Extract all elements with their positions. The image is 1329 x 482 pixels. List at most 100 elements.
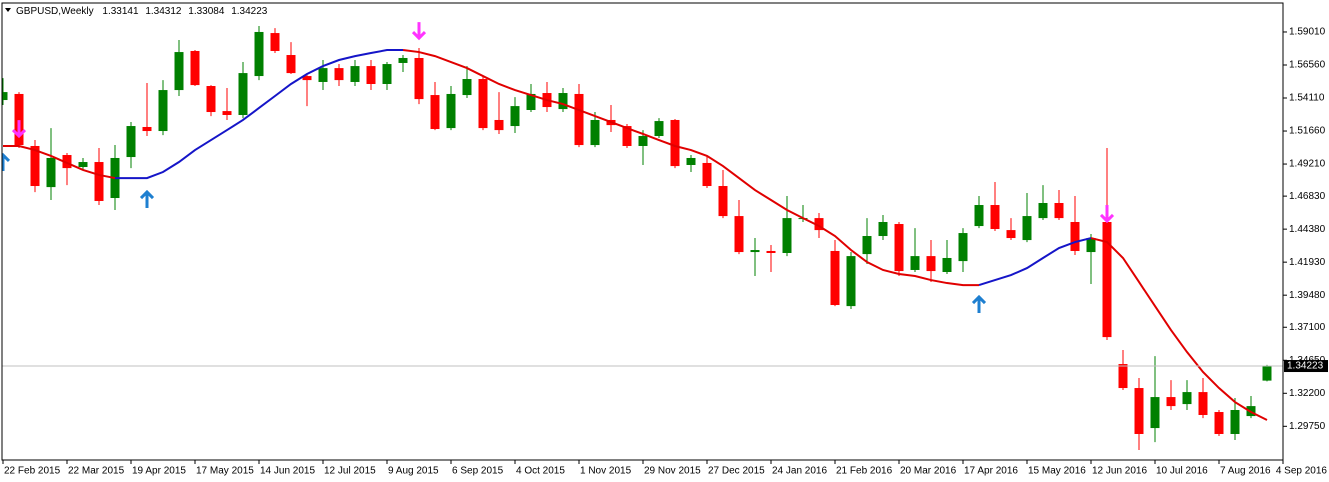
candle-body bbox=[958, 233, 968, 262]
candle-body bbox=[350, 66, 360, 82]
candle-body bbox=[254, 31, 264, 77]
x-tick-label: 17 Apr 2016 bbox=[964, 466, 1018, 477]
sell-arrow bbox=[11, 120, 27, 139]
x-tick-label: 29 Nov 2015 bbox=[644, 466, 701, 477]
candle-body bbox=[750, 250, 760, 253]
candle-body bbox=[238, 73, 248, 115]
candle-body bbox=[878, 221, 888, 237]
y-tick-label: 1.46830 bbox=[1289, 191, 1326, 202]
candle-body bbox=[590, 119, 600, 146]
candle-body bbox=[510, 106, 520, 127]
x-tick-label: 22 Feb 2015 bbox=[4, 466, 61, 477]
candle-body bbox=[1214, 412, 1224, 434]
candle-body bbox=[782, 218, 792, 253]
y-tick-label: 1.32200 bbox=[1289, 388, 1326, 399]
candle-body bbox=[814, 218, 824, 231]
candle-body bbox=[942, 257, 952, 272]
candle-body bbox=[414, 57, 424, 100]
candle-body bbox=[2, 92, 8, 101]
candle-body bbox=[398, 57, 408, 63]
price-label-box bbox=[1284, 360, 1328, 373]
x-tick-label: 10 Jul 2016 bbox=[1156, 466, 1208, 477]
candle-body bbox=[1054, 202, 1064, 219]
candle-body bbox=[1118, 364, 1128, 389]
plot-area bbox=[2, 22, 1283, 451]
candle-body bbox=[1262, 366, 1272, 381]
y-tick-label: 1.59010 bbox=[1289, 27, 1326, 38]
header-low: 1.33084 bbox=[188, 6, 225, 17]
candle-body bbox=[718, 186, 728, 217]
candle-body bbox=[1006, 230, 1016, 239]
candle-body bbox=[78, 162, 88, 168]
candle-body bbox=[62, 155, 72, 169]
x-tick-label: 15 May 2016 bbox=[1028, 466, 1086, 477]
x-tick-label: 1 Nov 2015 bbox=[580, 466, 632, 477]
candle-body bbox=[14, 93, 24, 146]
candle-body bbox=[446, 93, 456, 129]
candle-body bbox=[766, 250, 776, 253]
candle-body bbox=[286, 55, 296, 74]
x-tick-label: 20 Mar 2016 bbox=[900, 466, 957, 477]
x-tick-label: 4 Oct 2015 bbox=[516, 466, 565, 477]
x-tick-label: 22 Mar 2015 bbox=[68, 466, 125, 477]
candle-body bbox=[382, 64, 392, 84]
x-tick-label: 12 Jun 2016 bbox=[1092, 466, 1147, 477]
candle-body bbox=[846, 256, 856, 307]
candle-body bbox=[158, 90, 168, 132]
candle-body bbox=[366, 66, 376, 84]
candle-body bbox=[302, 76, 312, 81]
candle-body bbox=[270, 33, 280, 51]
y-tick-label: 1.39480 bbox=[1289, 290, 1326, 301]
candle-body bbox=[654, 121, 664, 137]
x-tick-label: 19 Apr 2015 bbox=[132, 466, 186, 477]
header: GBPUSD,Weekly 1.33141 1.34312 1.33084 1.… bbox=[16, 6, 268, 17]
candle-body bbox=[910, 256, 920, 270]
candle-body bbox=[1102, 221, 1112, 338]
trend-line bbox=[3, 49, 1268, 421]
candle-body bbox=[1134, 388, 1144, 434]
candle-body bbox=[462, 79, 472, 96]
header-close: 1.34223 bbox=[231, 6, 268, 17]
candle-body bbox=[30, 145, 40, 187]
candle-body bbox=[638, 136, 648, 146]
candle-body bbox=[494, 119, 504, 131]
candle-body bbox=[222, 111, 232, 115]
x-tick-label: 12 Jul 2015 bbox=[324, 466, 376, 477]
header-high: 1.34312 bbox=[145, 6, 182, 17]
menu-triangle bbox=[5, 8, 11, 12]
x-tick-label: 4 Sep 2016 bbox=[1276, 466, 1328, 477]
y-tick-label: 1.54110 bbox=[1289, 93, 1325, 104]
y-tick-label: 1.41930 bbox=[1289, 257, 1326, 268]
sell-arrow bbox=[411, 22, 427, 41]
candle-body bbox=[670, 119, 680, 167]
candle-body bbox=[734, 216, 744, 253]
trend-line bbox=[115, 49, 1092, 287]
candle-body bbox=[1230, 410, 1240, 434]
buy-arrow bbox=[2, 152, 11, 171]
candle-body bbox=[526, 93, 536, 111]
x-tick-label: 17 May 2015 bbox=[196, 466, 254, 477]
buy-arrow bbox=[139, 189, 155, 209]
candle-body bbox=[126, 126, 136, 158]
candle-body bbox=[430, 95, 440, 130]
candle-body bbox=[862, 236, 872, 255]
candle-body bbox=[478, 79, 488, 129]
candle-body bbox=[190, 50, 200, 86]
x-tick-label: 7 Aug 2016 bbox=[1220, 466, 1271, 477]
candle-body bbox=[1166, 397, 1176, 407]
candle-body bbox=[974, 205, 984, 227]
candle-body bbox=[990, 205, 1000, 230]
chart-title: GBPUSD,Weekly bbox=[16, 6, 94, 17]
candle-body bbox=[1198, 392, 1208, 415]
x-tick-label: 24 Jan 2016 bbox=[772, 466, 827, 477]
x-tick-label: 27 Dec 2015 bbox=[708, 466, 765, 477]
candle-body bbox=[334, 68, 344, 81]
sell-arrow bbox=[1099, 204, 1115, 224]
y-tick-label: 1.49210 bbox=[1289, 159, 1326, 170]
y-tick-label: 1.44380 bbox=[1289, 224, 1326, 235]
candle-body bbox=[174, 52, 184, 91]
x-tick-label: 21 Feb 2016 bbox=[836, 466, 893, 477]
candle-body bbox=[574, 93, 584, 146]
y-tick-label: 1.56560 bbox=[1289, 60, 1326, 71]
